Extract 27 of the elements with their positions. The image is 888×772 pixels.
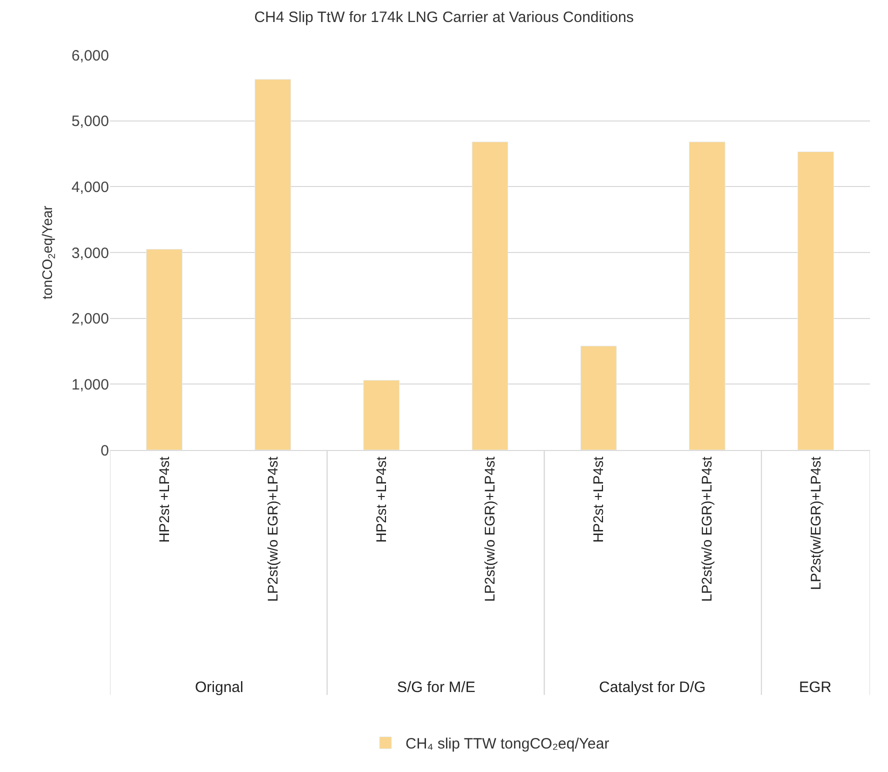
y-tick-label: 0 — [100, 442, 109, 460]
y-tick-label: 5,000 — [71, 113, 109, 130]
legend-label: CH₄ slip TTW tongCO₂eq/Year — [406, 736, 610, 753]
x-tick-label: HP2st +LP4st — [590, 456, 606, 543]
x-tick-label: HP2st +LP4st — [372, 456, 389, 543]
x-tick-label: LP2st(w/o EGR)+LP4st — [698, 456, 715, 602]
bar — [363, 380, 400, 450]
text: Orignal — [195, 679, 244, 696]
x-tick-label: LP2st(w/o EGR)+LP4st — [264, 456, 280, 602]
y-tick-label: 3,000 — [71, 244, 109, 262]
chart-title: CH4 Slip TtW for 174k LNG Carrier at Various Conditions — [254, 9, 634, 26]
bar — [254, 79, 292, 450]
y-tick-label: 2,000 — [71, 310, 109, 328]
y-tick-label: 1,000 — [71, 376, 109, 394]
bar — [580, 346, 617, 450]
x-tick-label: LP2st(w/o EGR)+LP4st — [482, 456, 498, 602]
text: S/G for M/E — [397, 679, 476, 696]
y-tick-label: 6,000 — [71, 47, 109, 64]
text: Catalyst for D/G — [599, 679, 706, 696]
bar — [472, 142, 508, 450]
text: EGR — [799, 679, 832, 696]
bar — [688, 142, 726, 450]
x-tick-label: LP2st(w/EGR)+LP4st — [807, 456, 824, 590]
x-tick-label: HP2st +LP4st — [156, 456, 172, 543]
bar — [146, 248, 182, 450]
bar — [798, 152, 834, 450]
y-tick-label: 4,000 — [71, 178, 109, 196]
